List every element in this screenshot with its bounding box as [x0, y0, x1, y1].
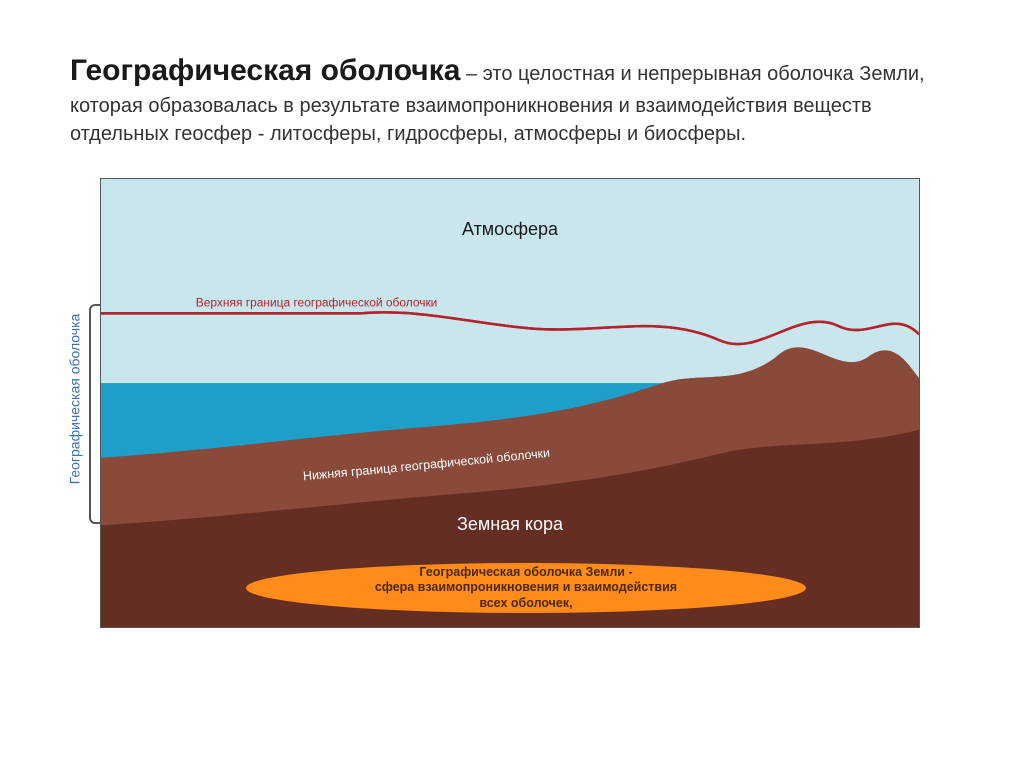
upper-boundary-label: Верхняя граница географической оболочки [196, 295, 438, 309]
atmosphere-label: Атмосфера [101, 219, 919, 240]
callout-line1: Географическая оболочка Земли - [419, 565, 632, 581]
vertical-axis-label: Географическая оболочка [66, 314, 82, 485]
crust-label: Земная кора [101, 514, 919, 535]
diagram-svg: Верхняя граница географической оболочки … [101, 179, 919, 627]
vertical-label-wrap: Географическая оболочка [59, 239, 89, 559]
callout-line3: всех оболочек, [479, 596, 572, 612]
brace [89, 304, 101, 524]
title-block: Географическая оболочка – это целостная … [70, 50, 954, 148]
callout-ellipse: Географическая оболочка Земли - сфера вз… [246, 563, 806, 613]
diagram: Географическая оболочка Верхняя граница … [100, 178, 920, 628]
callout-line2: сфера взаимопроникновения и взаимодейств… [375, 580, 677, 596]
title-main: Географическая оболочка [70, 54, 460, 87]
